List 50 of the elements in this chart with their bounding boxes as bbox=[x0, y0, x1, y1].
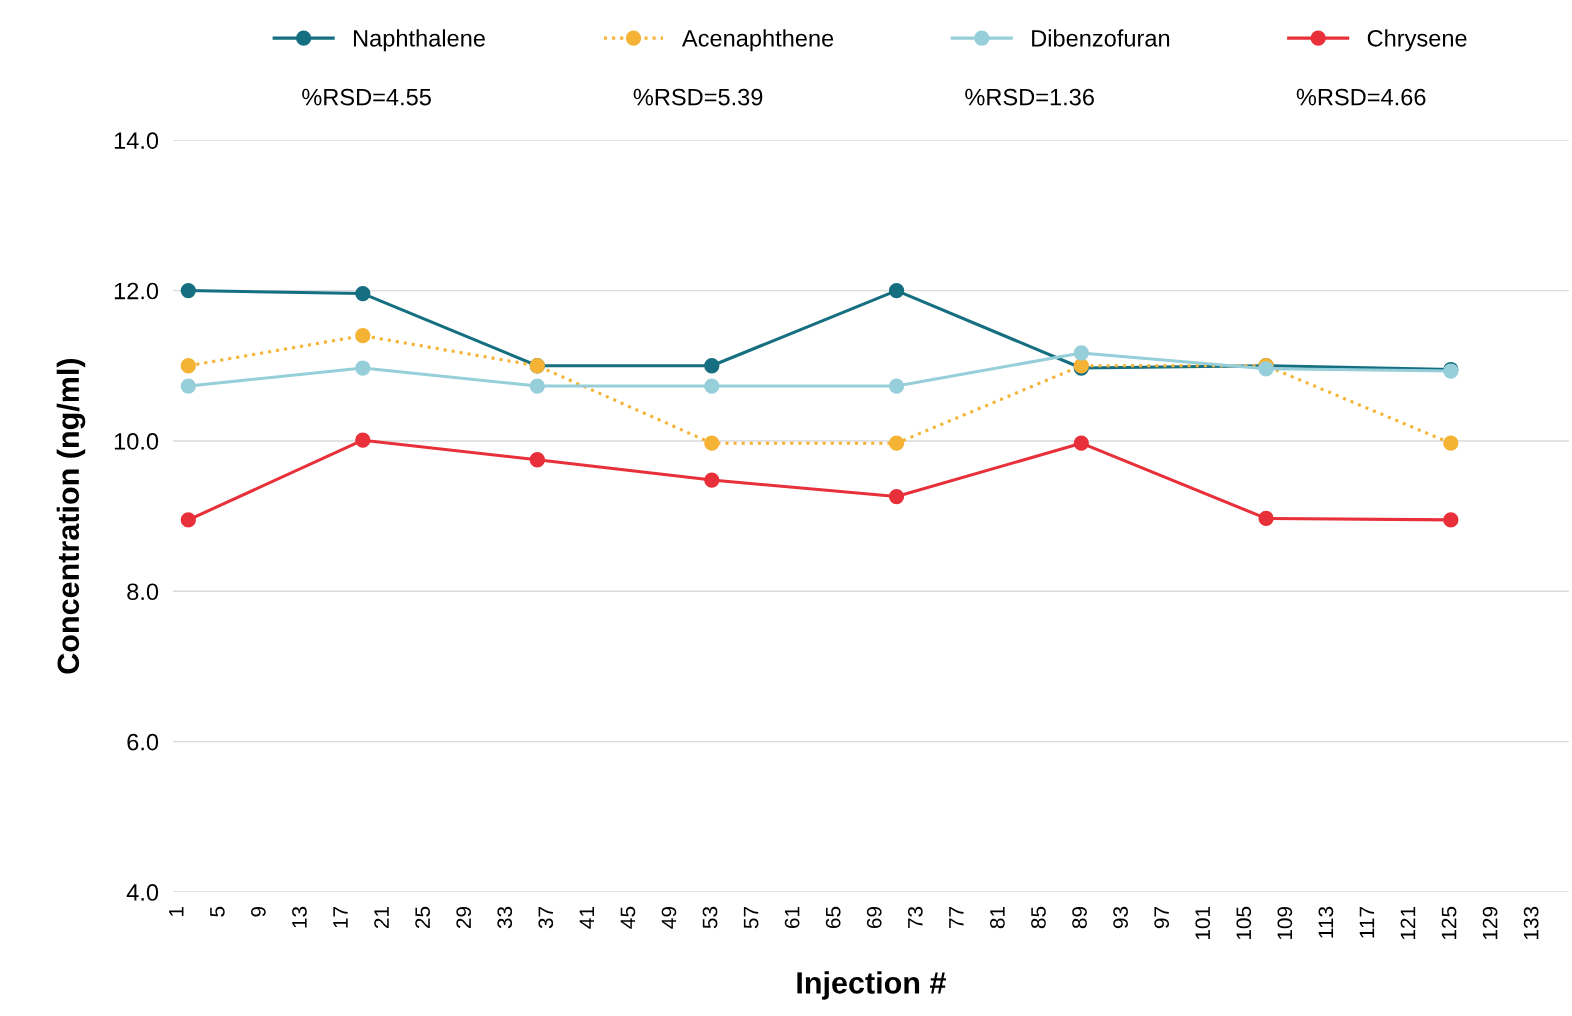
x-tick-label: 29 bbox=[456, 906, 472, 929]
x-tick-label: 69 bbox=[866, 906, 882, 929]
x-tick-label: 33 bbox=[497, 906, 513, 929]
x-tick-label: 65 bbox=[825, 906, 841, 929]
y-tick-label: 10.0 bbox=[114, 433, 159, 450]
legend-label: Chrysene bbox=[1367, 29, 1467, 52]
text: %RSD=4.55 bbox=[302, 88, 431, 106]
x-tick-label: 109 bbox=[1277, 906, 1293, 940]
x-axis-title: Injection # bbox=[797, 971, 946, 1000]
x-tick-label: 49 bbox=[661, 906, 677, 929]
x-tick-label: 45 bbox=[620, 906, 636, 929]
x-tick-label: 113 bbox=[1318, 906, 1334, 938]
x-tick-label: 97 bbox=[1154, 906, 1170, 929]
y-tick-label: 6.0 bbox=[127, 733, 159, 751]
y-tick-label: 14.0 bbox=[114, 132, 159, 149]
x-tick-label: 101 bbox=[1195, 906, 1211, 940]
x-tick-label: 85 bbox=[1031, 906, 1046, 929]
x-tick-label: 13 bbox=[292, 906, 307, 928]
legend-label: Dibenzofuran bbox=[1032, 29, 1170, 47]
x-tick-label: 129 bbox=[1482, 906, 1498, 940]
x-tick-label: 5 bbox=[210, 906, 225, 917]
x-tick-label: 117 bbox=[1359, 906, 1375, 938]
x-tick-label: 41 bbox=[579, 906, 595, 929]
text: %RSD=1.36 bbox=[965, 88, 1094, 106]
legend-label: Naphthalene bbox=[353, 29, 485, 52]
x-tick-label: 1 bbox=[169, 906, 184, 916]
x-tick-label: 73 bbox=[907, 906, 923, 929]
y-tick-label: 4.0 bbox=[126, 884, 159, 901]
legend-label: Acenaphthene bbox=[681, 29, 834, 52]
x-tick-label: 37 bbox=[538, 906, 554, 929]
x-tick-label: 125 bbox=[1441, 906, 1457, 940]
y-tick-label: 8.0 bbox=[127, 583, 159, 601]
x-tick-label: 133 bbox=[1523, 906, 1539, 940]
y-axis-title: Concentration (ng/ml) bbox=[56, 358, 86, 674]
x-tick-label: 93 bbox=[1113, 906, 1128, 929]
y-tick-label: 12.0 bbox=[114, 282, 159, 300]
x-tick-label: 77 bbox=[949, 906, 964, 929]
x-tick-label: 9 bbox=[251, 906, 266, 917]
x-tick-label: 53 bbox=[702, 906, 718, 929]
x-tick-label: 21 bbox=[374, 906, 389, 929]
x-tick-label: 121 bbox=[1400, 906, 1416, 940]
text: %RSD=5.39 bbox=[633, 88, 763, 106]
x-tick-label: 17 bbox=[333, 906, 348, 928]
x-tick-label: 25 bbox=[415, 906, 430, 929]
x-tick-label: 89 bbox=[1072, 906, 1087, 929]
x-tick-label: 57 bbox=[743, 906, 759, 929]
text: %RSD=4.66 bbox=[1296, 88, 1426, 106]
x-tick-label: 61 bbox=[784, 906, 800, 929]
x-tick-label: 81 bbox=[990, 906, 1005, 929]
x-tick-label: 105 bbox=[1236, 906, 1252, 940]
